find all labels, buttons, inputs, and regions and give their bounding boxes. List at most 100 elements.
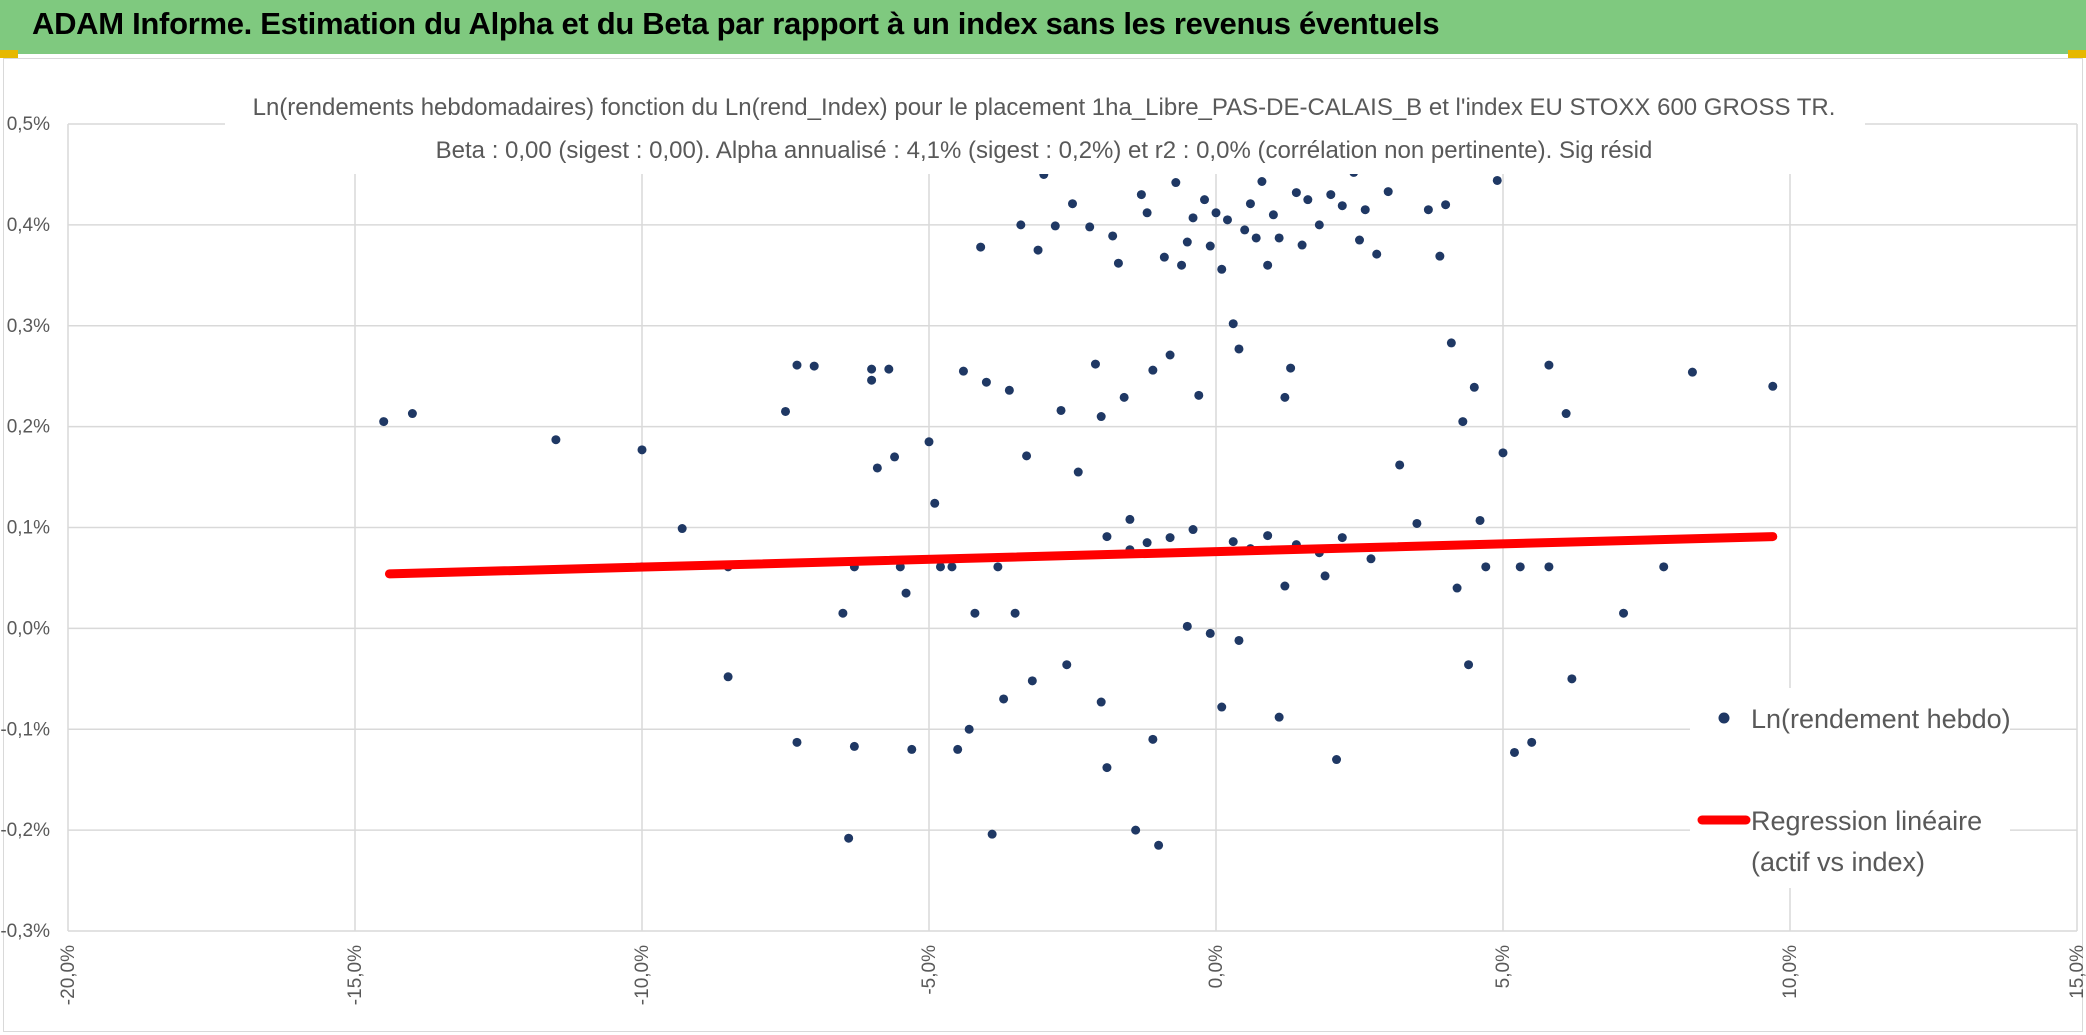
data-point xyxy=(1297,240,1307,250)
data-point xyxy=(1131,825,1141,835)
data-point xyxy=(1619,608,1629,618)
legend: Ln(rendement hebdo) Regression linéaire … xyxy=(1690,688,2011,888)
data-point xyxy=(1257,176,1267,186)
data-point xyxy=(1056,405,1066,415)
chart-title-line2: Beta : 0,00 (sigest : 0,00). Alpha annua… xyxy=(436,137,1653,164)
data-point xyxy=(987,829,997,839)
data-point xyxy=(993,562,1003,572)
data-point xyxy=(1142,208,1152,218)
data-point xyxy=(1263,531,1273,541)
x-tick-label: 5,0% xyxy=(1493,945,1514,988)
regression-line-group xyxy=(384,532,1778,579)
data-point xyxy=(1016,220,1026,230)
y-tick-label: 0,4% xyxy=(7,215,50,236)
data-point xyxy=(1004,385,1014,395)
y-tick-label: 0,5% xyxy=(7,114,50,135)
data-point xyxy=(1177,260,1187,270)
data-point xyxy=(1303,195,1313,205)
data-point xyxy=(1446,338,1456,348)
data-point xyxy=(1326,190,1336,200)
data-point xyxy=(924,437,934,447)
data-point xyxy=(1286,363,1296,373)
data-point xyxy=(792,360,802,370)
data-point xyxy=(1280,392,1290,402)
data-point xyxy=(838,608,848,618)
x-tick-label: -15,0% xyxy=(345,945,366,1005)
data-point xyxy=(1245,199,1255,209)
y-tick-label: 0,1% xyxy=(7,518,50,539)
data-point xyxy=(976,242,986,252)
data-point xyxy=(1395,460,1405,470)
data-point xyxy=(1234,344,1244,354)
data-point xyxy=(1148,734,1158,744)
data-point xyxy=(1113,258,1123,268)
data-point xyxy=(1165,350,1175,360)
data-point xyxy=(1205,241,1215,251)
data-point xyxy=(1515,562,1525,572)
data-point xyxy=(1068,199,1077,209)
data-point xyxy=(1217,264,1227,274)
banner-corner-left xyxy=(0,50,18,58)
data-point xyxy=(1567,674,1577,684)
data-point xyxy=(1205,628,1215,638)
data-point xyxy=(1274,233,1284,243)
data-point xyxy=(1452,583,1462,593)
chart-title-group: Ln(rendements hebdomadaires) fonction du… xyxy=(225,84,1865,174)
legend-label-regression-line2: (actif vs index) xyxy=(1751,847,1925,877)
data-point xyxy=(930,498,940,508)
data-point xyxy=(901,588,911,598)
data-point xyxy=(1527,737,1537,747)
data-point xyxy=(1263,260,1273,270)
data-point xyxy=(1464,660,1474,670)
data-point xyxy=(1033,245,1043,255)
data-point xyxy=(723,672,733,682)
data-point xyxy=(551,435,561,445)
data-point xyxy=(379,417,389,427)
data-point xyxy=(1188,525,1198,535)
data-point xyxy=(1337,201,1347,211)
data-point xyxy=(1687,367,1697,377)
chart-frame xyxy=(3,58,2083,1032)
y-tick-label: -0,3% xyxy=(0,921,50,942)
data-point xyxy=(1320,571,1330,581)
data-point xyxy=(1561,409,1571,419)
data-point xyxy=(1332,755,1342,765)
data-point xyxy=(947,562,957,572)
data-point xyxy=(1211,208,1221,218)
x-tick-label: 10,0% xyxy=(1780,945,1801,999)
data-point xyxy=(849,741,859,751)
data-point xyxy=(1469,382,1479,392)
report-banner: ADAM Informe. Estimation du Alpha et du … xyxy=(0,0,2086,58)
data-point xyxy=(1659,562,1669,572)
data-point xyxy=(1268,210,1278,220)
x-axis-tick-labels: -20,0% -15,0% -10,0% -5,0% 0,0% 5,0% 10,0% 15,0… xyxy=(58,945,2086,1005)
data-point xyxy=(1291,188,1301,198)
data-point xyxy=(1142,538,1152,548)
data-point xyxy=(1423,205,1433,215)
data-point xyxy=(1412,518,1422,528)
data-point xyxy=(1085,222,1095,232)
data-point xyxy=(1096,697,1106,707)
legend-label-points: Ln(rendement hebdo) xyxy=(1751,704,2011,734)
data-point xyxy=(677,524,687,534)
y-tick-label: -0,2% xyxy=(0,820,50,841)
data-point xyxy=(1228,319,1238,329)
legend-marker-points xyxy=(1718,712,1730,724)
data-point xyxy=(867,364,877,374)
data-point xyxy=(1372,249,1382,259)
data-point xyxy=(872,463,882,473)
data-point xyxy=(637,445,647,455)
banner-corner-right xyxy=(2068,50,2086,58)
data-point xyxy=(1234,635,1244,645)
gridlines xyxy=(67,123,2078,932)
data-point xyxy=(1171,178,1181,188)
data-point xyxy=(792,737,802,747)
data-point xyxy=(1182,237,1192,247)
data-point xyxy=(1383,187,1393,197)
data-point xyxy=(1182,621,1192,631)
data-point xyxy=(1251,233,1261,243)
data-point xyxy=(1062,660,1072,670)
data-point xyxy=(867,375,877,385)
data-point xyxy=(884,364,894,374)
